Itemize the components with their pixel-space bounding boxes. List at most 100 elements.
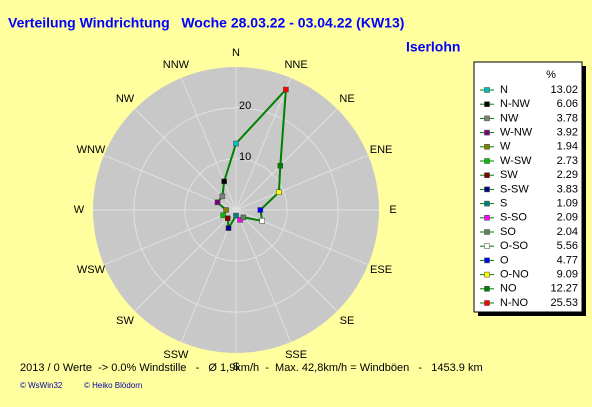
legend-value: 6.06 bbox=[557, 98, 578, 110]
direction-label: SSE bbox=[285, 349, 307, 361]
legend-marker bbox=[484, 215, 490, 221]
grid-ring bbox=[184, 158, 288, 262]
legend-label: O-SO bbox=[500, 240, 529, 252]
spoke bbox=[235, 77, 292, 211]
radar-point bbox=[276, 189, 282, 195]
direction-label: NNE bbox=[284, 59, 307, 71]
legend-label: SO bbox=[500, 226, 516, 238]
direction-label: NNW bbox=[163, 59, 190, 71]
legend-marker bbox=[484, 101, 490, 107]
direction-label: WNW bbox=[77, 144, 106, 156]
direction-label: WSW bbox=[77, 264, 106, 276]
legend-value: 3.92 bbox=[557, 127, 578, 139]
legend-label: S-SW bbox=[500, 183, 529, 195]
spoke bbox=[134, 209, 237, 312]
radar-point bbox=[225, 225, 232, 231]
direction-label: ESE bbox=[370, 264, 392, 276]
legend-marker bbox=[484, 200, 490, 207]
direction-label: SE bbox=[340, 315, 355, 327]
legend-label: W-NW bbox=[500, 127, 533, 139]
legend-marker bbox=[484, 158, 490, 164]
radar-point bbox=[224, 215, 231, 222]
direction-label: SW bbox=[116, 315, 134, 327]
chart-title: Verteilung Windrichtung Woche 28.03.22 -… bbox=[8, 15, 404, 31]
legend-label: S-SO bbox=[500, 212, 527, 224]
legend-label: N-NW bbox=[500, 98, 531, 110]
legend-marker bbox=[484, 271, 490, 278]
legend-marker bbox=[484, 257, 490, 264]
radar-point bbox=[283, 86, 289, 93]
credit: © WsWin32 bbox=[20, 381, 63, 390]
radar-point bbox=[214, 199, 221, 206]
direction-label: S bbox=[232, 361, 239, 373]
legend-marker bbox=[484, 300, 490, 306]
spoke bbox=[103, 209, 237, 266]
legend-label: N-NO bbox=[500, 297, 529, 309]
radar-point bbox=[223, 207, 229, 213]
legend-marker bbox=[484, 286, 490, 292]
spoke bbox=[235, 108, 338, 211]
grid-ring bbox=[133, 107, 339, 313]
radar-point bbox=[277, 162, 284, 169]
r-tick-label: 10 bbox=[239, 151, 251, 163]
legend-value: 9.09 bbox=[557, 269, 578, 281]
footer: 2013 / 0 Werte -> 0.0% Windstille - Ø 1,… bbox=[20, 362, 483, 374]
direction-label: SSW bbox=[163, 349, 189, 361]
legend-box bbox=[473, 61, 583, 313]
radar-point bbox=[240, 214, 247, 221]
radar-point bbox=[221, 178, 227, 185]
credit: © Heiko Blödorn bbox=[84, 381, 142, 390]
legend-marker bbox=[484, 186, 490, 193]
spoke bbox=[180, 209, 237, 343]
radar-point bbox=[220, 212, 226, 219]
legend-value: 2.29 bbox=[557, 169, 578, 181]
legend-marker bbox=[484, 172, 490, 178]
radar-point bbox=[259, 218, 265, 224]
legend-label: SW bbox=[500, 169, 518, 181]
legend-value: 5.56 bbox=[557, 240, 578, 252]
legend-value: 1.94 bbox=[557, 141, 578, 153]
spoke bbox=[134, 108, 237, 211]
legend-label: S bbox=[500, 198, 507, 210]
legend-marker bbox=[484, 87, 490, 93]
legend-label: O-NO bbox=[500, 269, 529, 281]
radar-point bbox=[257, 207, 264, 213]
r-tick-label: 20 bbox=[239, 100, 251, 112]
legend-value: 2.73 bbox=[557, 155, 578, 167]
legend-marker bbox=[484, 129, 490, 136]
legend-value: 3.78 bbox=[557, 112, 578, 124]
radar-point bbox=[219, 193, 226, 200]
legend-value: 13.02 bbox=[550, 84, 578, 96]
legend-marker bbox=[484, 115, 490, 122]
spoke bbox=[180, 77, 237, 211]
direction-label: N bbox=[232, 47, 240, 59]
legend-marker bbox=[484, 229, 490, 235]
legend-label: NW bbox=[500, 112, 519, 124]
legend-label: NO bbox=[500, 283, 517, 295]
location: Iserlohn bbox=[406, 39, 460, 55]
direction-label: E bbox=[389, 204, 396, 216]
spoke bbox=[235, 154, 369, 211]
legend-label: O bbox=[500, 254, 509, 266]
direction-label: NE bbox=[339, 93, 354, 105]
direction-label: ENE bbox=[370, 144, 393, 156]
spoke bbox=[235, 209, 292, 343]
legend-value: 4.77 bbox=[557, 254, 578, 266]
legend-header: % bbox=[546, 69, 556, 81]
legend-label: W bbox=[500, 141, 511, 153]
legend-value: 2.09 bbox=[557, 212, 578, 224]
legend-value: 12.27 bbox=[550, 283, 578, 295]
direction-label: NW bbox=[116, 93, 135, 105]
legend-label: N bbox=[500, 84, 508, 96]
spoke bbox=[103, 154, 237, 211]
legend-value: 3.83 bbox=[557, 183, 578, 195]
radar-point bbox=[233, 140, 239, 147]
legend-label: W-SW bbox=[500, 155, 532, 167]
direction-label: W bbox=[74, 204, 85, 216]
legend-value: 25.53 bbox=[550, 297, 578, 309]
legend-marker bbox=[484, 243, 490, 249]
radar-point bbox=[233, 212, 239, 219]
legend-value: 1.09 bbox=[557, 198, 578, 210]
spoke bbox=[235, 209, 338, 312]
